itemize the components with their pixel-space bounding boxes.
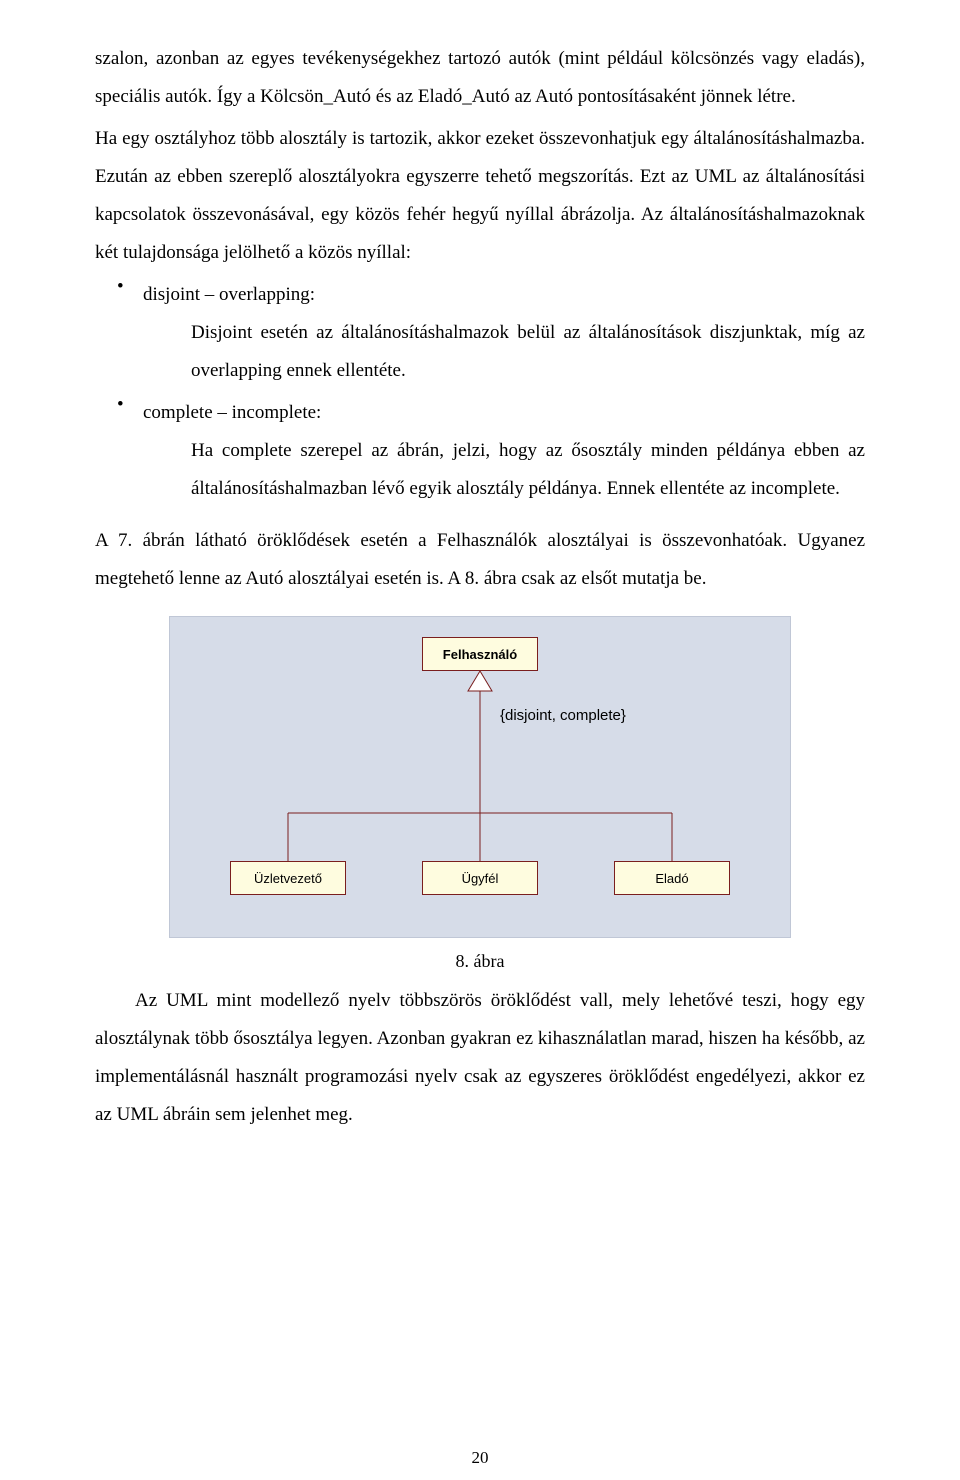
figure-8-wrap: Felhasználó {disjoint, complete} Üzletve… <box>95 616 865 943</box>
bullet-head: disjoint – overlapping: <box>143 276 865 314</box>
list-item: disjoint – overlapping: Disjoint esetén … <box>95 276 865 390</box>
uml-child-node: Eladó <box>614 861 730 895</box>
paragraph-1: szalon, azonban az egyes tevékenységekhe… <box>95 40 865 116</box>
page-container: szalon, azonban az egyes tevékenységekhe… <box>0 0 960 1480</box>
bullet-body: Ha complete szerepel az ábrán, jelzi, ho… <box>191 432 865 508</box>
page-number: 20 <box>0 1448 960 1468</box>
figure-8-diagram: Felhasználó {disjoint, complete} Üzletve… <box>169 616 791 938</box>
uml-parent-node: Felhasználó <box>422 637 538 671</box>
bullet-body: Disjoint esetén az általánosításhalmazok… <box>191 314 865 390</box>
figure-caption: 8. ábra <box>95 951 865 972</box>
paragraph-3: A 7. ábrán látható öröklődések esetén a … <box>95 522 865 598</box>
uml-child-node: Üzletvezető <box>230 861 346 895</box>
bullet-head: complete – incomplete: <box>143 394 865 432</box>
list-item: complete – incomplete: Ha complete szere… <box>95 394 865 508</box>
paragraph-4: Az UML mint modellező nyelv többszörös ö… <box>95 982 865 1134</box>
uml-child-node: Ügyfél <box>422 861 538 895</box>
uml-constraint-label: {disjoint, complete} <box>500 707 626 724</box>
paragraph-2: Ha egy osztályhoz több alosztály is tart… <box>95 120 865 272</box>
bullet-list: disjoint – overlapping: Disjoint esetén … <box>95 276 865 508</box>
